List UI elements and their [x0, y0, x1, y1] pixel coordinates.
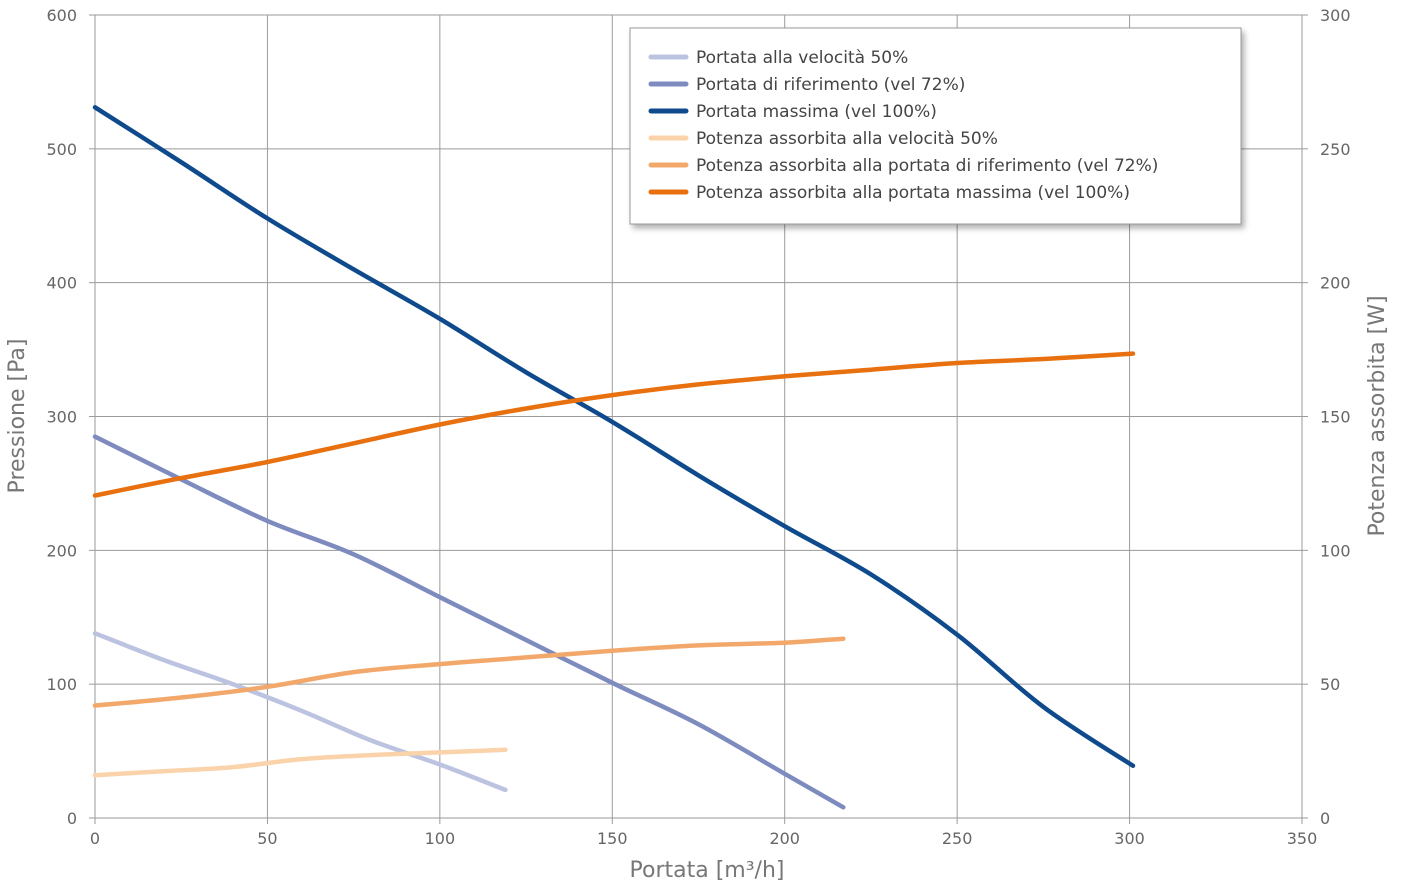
y-right-tick-label: 100 [1320, 541, 1351, 560]
legend-label-5: Potenza assorbita alla portata di riferi… [696, 156, 1158, 176]
y-right-tick-label: 150 [1320, 408, 1351, 427]
y-right-tick-label: 250 [1320, 140, 1351, 159]
x-axis-title: Portata [m³/h] [630, 858, 785, 883]
x-tick-label: 100 [425, 829, 456, 848]
x-tick-label: 0 [90, 829, 100, 848]
x-tick-label: 250 [942, 829, 973, 848]
series-line-6 [92, 351, 1136, 498]
y-right-tick-label: 200 [1320, 274, 1351, 293]
x-tick-label: 50 [257, 829, 277, 848]
legend-label-6: Potenza assorbita alla portata massima (… [696, 183, 1130, 203]
x-tick-label: 350 [1287, 829, 1318, 848]
legend-box [629, 27, 1242, 225]
legend-label-3: Portata massima (vel 100%) [696, 102, 937, 122]
x-tick-label: 200 [769, 829, 800, 848]
plot-frame [94, 14, 1303, 819]
x-tick-label: 150 [597, 829, 628, 848]
x-tick-label: 300 [1114, 829, 1145, 848]
y-left-tick-label: 0 [67, 809, 77, 828]
y-left-tick-label: 500 [46, 140, 77, 159]
legend: Portata alla velocità 50% Portata di rife… [629, 27, 1242, 225]
series-line-5 [92, 636, 846, 708]
y-right-tick-label: 0 [1320, 809, 1330, 828]
y-right-axis-title: Potenza assorbita [W] [1365, 295, 1390, 536]
y-left-tick-label: 300 [46, 408, 77, 427]
y-left-axis-title: Pressione [Pa] [5, 339, 30, 494]
y-left-tick-label: 400 [46, 274, 77, 293]
series-line-4 [92, 747, 508, 778]
legend-label-1: Portata alla velocità 50% [696, 48, 908, 68]
series-line-2 [92, 434, 846, 810]
legend-label-2: Portata di riferimento (vel 72%) [696, 75, 965, 95]
tick-labels: 0 50 100 150 200 250 300 3500100200300400500600… [46, 6, 1350, 848]
y-right-tick-label: 300 [1320, 6, 1351, 25]
y-left-tick-label: 600 [46, 6, 77, 25]
y-left-tick-label: 100 [46, 675, 77, 694]
y-right-tick-label: 50 [1320, 675, 1340, 694]
legend-label-4: Potenza assorbita alla velocità 50% [696, 129, 998, 149]
y-left-tick-label: 200 [46, 541, 77, 560]
series-line-1 [92, 631, 508, 793]
series-lines [92, 105, 1136, 810]
series-line-3 [92, 105, 1136, 769]
